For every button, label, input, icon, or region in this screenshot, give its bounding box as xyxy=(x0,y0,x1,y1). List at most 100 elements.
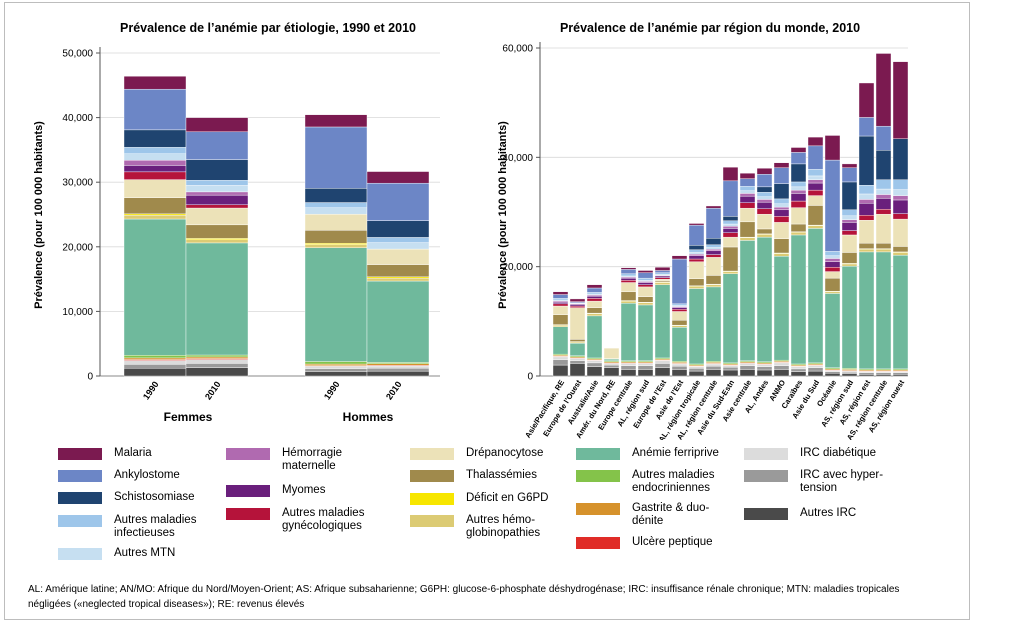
bar-segment-myomes xyxy=(756,201,773,209)
bar-segment-drepanocytose xyxy=(858,219,875,244)
bar-segment-hemorragie-maternelle xyxy=(807,179,824,184)
bar-segment-autres-maladies-endocriniennes xyxy=(185,354,249,358)
bar-segment-anemie-ferriprive xyxy=(756,236,773,362)
y-tick-label: 20,000 xyxy=(502,262,533,273)
bar-segment-schistosomiase xyxy=(790,163,807,183)
bar-segment-irc-avec-hyper-tension xyxy=(552,359,569,366)
bar-segment-thalassemies xyxy=(722,246,739,272)
bar-segment-autres-hemo-globinopathies xyxy=(858,248,875,253)
bar-segment-myomes xyxy=(739,195,756,203)
bar-segment-myomes xyxy=(620,277,637,281)
bar-segment-hemorragie-maternelle xyxy=(756,199,773,203)
bar-segment-ankylostome xyxy=(773,167,790,184)
bar-segment-autres-maladies-gynecologiques xyxy=(790,200,807,208)
bar-segment-myomes xyxy=(688,255,705,260)
bar-segment-autres-irc xyxy=(654,367,671,377)
bar-segment-anemie-ferriprive xyxy=(637,304,654,361)
bar-segment-irc-diabetique xyxy=(637,363,654,366)
bar-segment-ankylostome xyxy=(366,182,430,221)
x-tick-label: 2010 xyxy=(384,379,404,401)
bar-segment-drepanocytose xyxy=(671,311,688,321)
bar-segment-irc-avec-hyper-tension xyxy=(858,372,875,375)
bar-segment-irc-avec-hyper-tension xyxy=(773,365,790,370)
bar-segment-autres-hemo-globinopathies xyxy=(773,253,790,257)
bar-segment-autres-hemo-globinopathies xyxy=(304,244,368,248)
bar-segment-ankylostome xyxy=(841,167,858,183)
bar-segment-gastrite-duo-denite xyxy=(185,356,249,359)
bar-segment-autres-mtn xyxy=(773,203,790,208)
bar-segment-autres-mtn xyxy=(705,247,722,250)
bar-segment-drepanocytose xyxy=(875,213,892,244)
group-label-femmes: Femmes xyxy=(164,410,213,424)
bar-segment-drepanocytose xyxy=(688,261,705,279)
bar-stack-femmes-1990 xyxy=(123,76,187,377)
bar-stack-anmo xyxy=(773,162,790,377)
bar-segment-thalassemies xyxy=(671,320,688,326)
bar-segment-autres-mtn xyxy=(875,188,892,195)
bar-segment-schistosomiase xyxy=(185,159,249,181)
bar-segment-autres-maladies-gynecologiques xyxy=(807,189,824,196)
bar-segment-hemorragie-maternelle xyxy=(773,206,790,211)
bar-segment-irc-avec-hyper-tension xyxy=(654,363,671,368)
bar-segment-drepanocytose xyxy=(841,234,858,253)
group-label-hommes: Hommes xyxy=(343,410,394,424)
bar-segment-malaria xyxy=(688,223,705,226)
bar-segment-autres-irc xyxy=(841,373,858,377)
bar-segment-anemie-ferriprive xyxy=(603,358,620,361)
bar-segment-autres-irc xyxy=(858,374,875,377)
bar-stack-amer-du-nord-re xyxy=(603,347,620,377)
bar-segment-autres-maladies-gynecologiques xyxy=(637,284,654,288)
bar-segment-drepanocytose xyxy=(807,195,824,206)
bar-segment-anemie-ferriprive xyxy=(304,247,368,362)
bar-segment-anemie-ferriprive xyxy=(671,327,688,362)
bar-stack-asie-pacifique-re xyxy=(552,291,569,377)
bar-segment-schistosomiase xyxy=(773,183,790,200)
legend-swatch xyxy=(58,448,102,460)
bar-segment-autres-mtn xyxy=(366,242,430,250)
bar-segment-malaria xyxy=(722,166,739,182)
bar-segment-autres-irc xyxy=(739,369,756,377)
bar-segment-autres-irc xyxy=(892,374,909,377)
bar-segment-irc-avec-hyper-tension xyxy=(569,360,586,364)
bar-stack-asie-du-sud-estn xyxy=(722,166,739,377)
bar-segment-autres-maladies-gynecologiques xyxy=(688,258,705,262)
bar-segment-hemorragie-maternelle xyxy=(185,191,249,196)
bar-segment-drepanocytose xyxy=(892,218,909,247)
bar-segment-irc-avec-hyper-tension xyxy=(705,365,722,370)
bar-segment-autres-maladies-gynecologiques xyxy=(569,305,586,308)
bar-segment-malaria xyxy=(366,171,430,184)
bar-segment-thalassemies xyxy=(807,205,824,226)
bar-segment-irc-avec-hyper-tension xyxy=(824,371,841,374)
bar-segment-autres-maladies-infectieuses xyxy=(688,249,705,253)
bar-segment-autres-maladies-infectieuses xyxy=(824,251,841,256)
bar-segment-malaria xyxy=(892,61,909,139)
bar-segment-autres-hemo-globinopathies xyxy=(552,324,569,328)
legend-label: Gastrite & duo­dénite xyxy=(632,502,710,527)
bar-segment-autres-maladies-gynecologiques xyxy=(586,298,603,302)
bar-segment-myomes xyxy=(654,275,671,278)
legend-item-autres-maladies-gynecologiques: Autres maladies gynécologiques xyxy=(226,507,386,533)
bar-stack-hommes-1990 xyxy=(304,114,368,377)
bar-segment-drepanocytose xyxy=(366,248,430,265)
bar-segment-autres-irc xyxy=(366,370,430,377)
legend-item-autres-irc: Autres IRC xyxy=(744,507,914,520)
bar-segment-autres-irc xyxy=(552,364,569,377)
bar-segment-autres-maladies-gynecologiques xyxy=(892,213,909,220)
bar-segment-thalassemies xyxy=(185,224,249,239)
bar-segment-hemorragie-maternelle xyxy=(892,195,909,201)
bar-segment-anemie-ferriprive xyxy=(552,326,569,355)
bar-segment-irc-avec-hyper-tension xyxy=(637,365,654,370)
bar-stack-europe-centrale xyxy=(620,267,637,377)
bar-segment-autres-irc xyxy=(756,369,773,377)
bar-segment-irc-diabetique xyxy=(603,363,620,366)
bar-segment-irc-diabetique xyxy=(552,356,569,360)
bar-segment-drepanocytose xyxy=(773,222,790,239)
bar-stack-al-region-centrale xyxy=(705,205,722,377)
bar-segment-autres-maladies-infectieuses xyxy=(790,181,807,188)
bar-segment-myomes xyxy=(790,193,807,202)
bar-segment-irc-avec-hyper-tension xyxy=(620,365,637,370)
legend-label: Malaria xyxy=(114,447,152,459)
bar-segment-autres-hemo-globinopathies xyxy=(722,271,739,274)
bar-segment-ankylostome xyxy=(688,224,705,246)
bar-segment-myomes xyxy=(892,199,909,214)
